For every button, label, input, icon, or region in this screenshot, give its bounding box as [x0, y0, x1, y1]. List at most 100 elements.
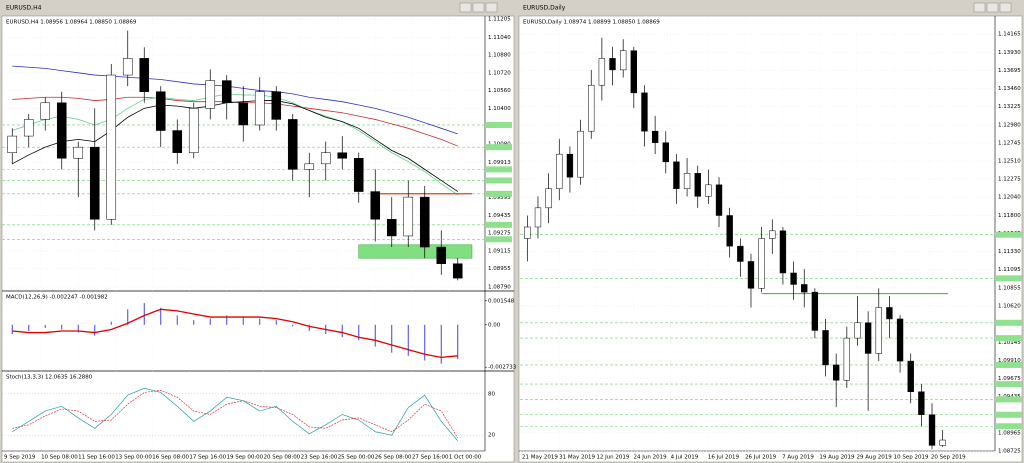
level-tag [485, 221, 512, 228]
price-tick-label: 1.12275 [998, 177, 1021, 183]
stoch-main [12, 387, 459, 441]
price-tick-label: 1.10145 [998, 340, 1021, 346]
price-tick-label: 1.10400 [488, 106, 511, 112]
candle-body [155, 91, 166, 131]
indicator-label: Stoch(13,3,3) 12.0635 16.2880 [6, 375, 93, 381]
price-tick-label: 1.10620 [998, 303, 1021, 309]
maximize-button[interactable] [986, 2, 999, 13]
candle-body [673, 161, 680, 189]
level-tag [995, 319, 1022, 326]
time-label: 29 Aug 2019 [857, 455, 893, 461]
candle-body [545, 188, 552, 209]
candle-body [651, 130, 659, 143]
macd-tick-label: 0.001548 [488, 298, 515, 304]
level-tag [995, 335, 1022, 342]
candle-body [619, 50, 627, 71]
level-tag [485, 144, 512, 151]
candle-body [662, 142, 669, 163]
maximize-button[interactable] [472, 2, 485, 13]
candle-body [705, 184, 712, 197]
price-tick-label: 1.08790 [488, 285, 511, 291]
candle-body [758, 238, 765, 289]
candle-body [790, 272, 797, 285]
candle-body [23, 119, 34, 137]
price-tick-label: 1.13695 [998, 68, 1021, 74]
window-title: EURUSD,H4 [6, 5, 42, 12]
price-tick-label: 1.08725 [998, 449, 1021, 455]
close-button[interactable] [485, 2, 498, 13]
price-tick-label: 1.09115 [488, 248, 511, 254]
candle-body [370, 191, 381, 220]
time-label: 25 Sep 00:00 [338, 455, 375, 461]
level-tag [485, 121, 512, 128]
candle-body [556, 153, 563, 189]
time-label: 16 Sep 08:00 [152, 455, 189, 461]
candle-body [801, 284, 808, 293]
time-label: 19 Aug 2019 [819, 455, 855, 461]
stoch-tick-label: 20 [488, 433, 495, 439]
candle-body [436, 246, 447, 264]
price-tick-label: 1.09595 [488, 195, 511, 201]
candle-body [452, 263, 463, 279]
candle-body [524, 226, 531, 239]
candle-body [896, 318, 904, 362]
level-tag [995, 396, 1022, 403]
candle-body [254, 91, 265, 126]
candle-body [779, 230, 787, 274]
time-label: 26 Jul 2019 [745, 455, 777, 461]
time-label: 31 May 2019 [559, 455, 595, 461]
price-tick-label: 1.13930 [998, 50, 1021, 56]
level-tag [485, 166, 512, 173]
macd-tick-label: -0.002733 [488, 365, 517, 371]
candle-body [353, 158, 364, 192]
price-tick-label: 1.09435 [488, 213, 511, 219]
price-tick-label: 1.12510 [998, 159, 1021, 165]
candle-body [822, 330, 829, 366]
candle-body [726, 215, 733, 247]
time-label: 20 Sep 2019 [931, 455, 966, 461]
candle-body [56, 102, 67, 159]
indicator-label: MACD(12,26,9) -0.002247 -0.001982 [6, 295, 108, 301]
price-tick-label: 1.10855 [998, 285, 1021, 291]
price-tick-label: 1.13460 [998, 86, 1021, 92]
candle-body [875, 307, 882, 354]
price-tick-label: 1.10880 [488, 53, 511, 59]
time-label: 4 Jul 2019 [671, 455, 699, 461]
candle-body [641, 92, 648, 132]
time-label: 21 May 2019 [522, 455, 558, 461]
candle-body [811, 291, 819, 331]
zone [358, 244, 473, 259]
price-tick-label: 1.09913 [488, 160, 511, 166]
price-tick-label: 1.13225 [998, 104, 1021, 110]
price-tick-label: 1.12040 [998, 195, 1021, 201]
candle-body [907, 360, 914, 393]
moving-average [12, 65, 458, 135]
level-tag [995, 361, 1022, 368]
candle-body [238, 102, 249, 126]
candle-body [73, 146, 84, 159]
time-label: 10 Sep 08:00 [41, 455, 78, 461]
candle-body [534, 207, 542, 228]
minimize-button[interactable] [973, 2, 986, 13]
time-label: 7 Aug 2019 [782, 455, 814, 461]
candle-body [598, 58, 606, 86]
level-tag [485, 236, 512, 243]
candle-body [832, 364, 840, 381]
candle-body [747, 261, 755, 289]
time-label: 16 Jul 2019 [708, 455, 740, 461]
level-tag [485, 177, 512, 184]
time-label: 19 Sep 00:00 [226, 455, 263, 461]
candle-body [89, 146, 100, 220]
price-tick-label: 1.10720 [488, 70, 511, 76]
time-label: 9 Sep 2019 [4, 455, 36, 461]
level-tag [485, 190, 512, 197]
close-button[interactable] [999, 2, 1012, 13]
time-label: 10 Sep 2019 [894, 455, 929, 461]
price-tick-label: 1.11330 [998, 249, 1021, 255]
price-tick-label: 1.11040 [488, 35, 511, 41]
window-buttons[interactable] [459, 2, 1012, 13]
price-tick-label: 1.08965 [998, 430, 1021, 436]
minimize-button[interactable] [459, 2, 472, 13]
